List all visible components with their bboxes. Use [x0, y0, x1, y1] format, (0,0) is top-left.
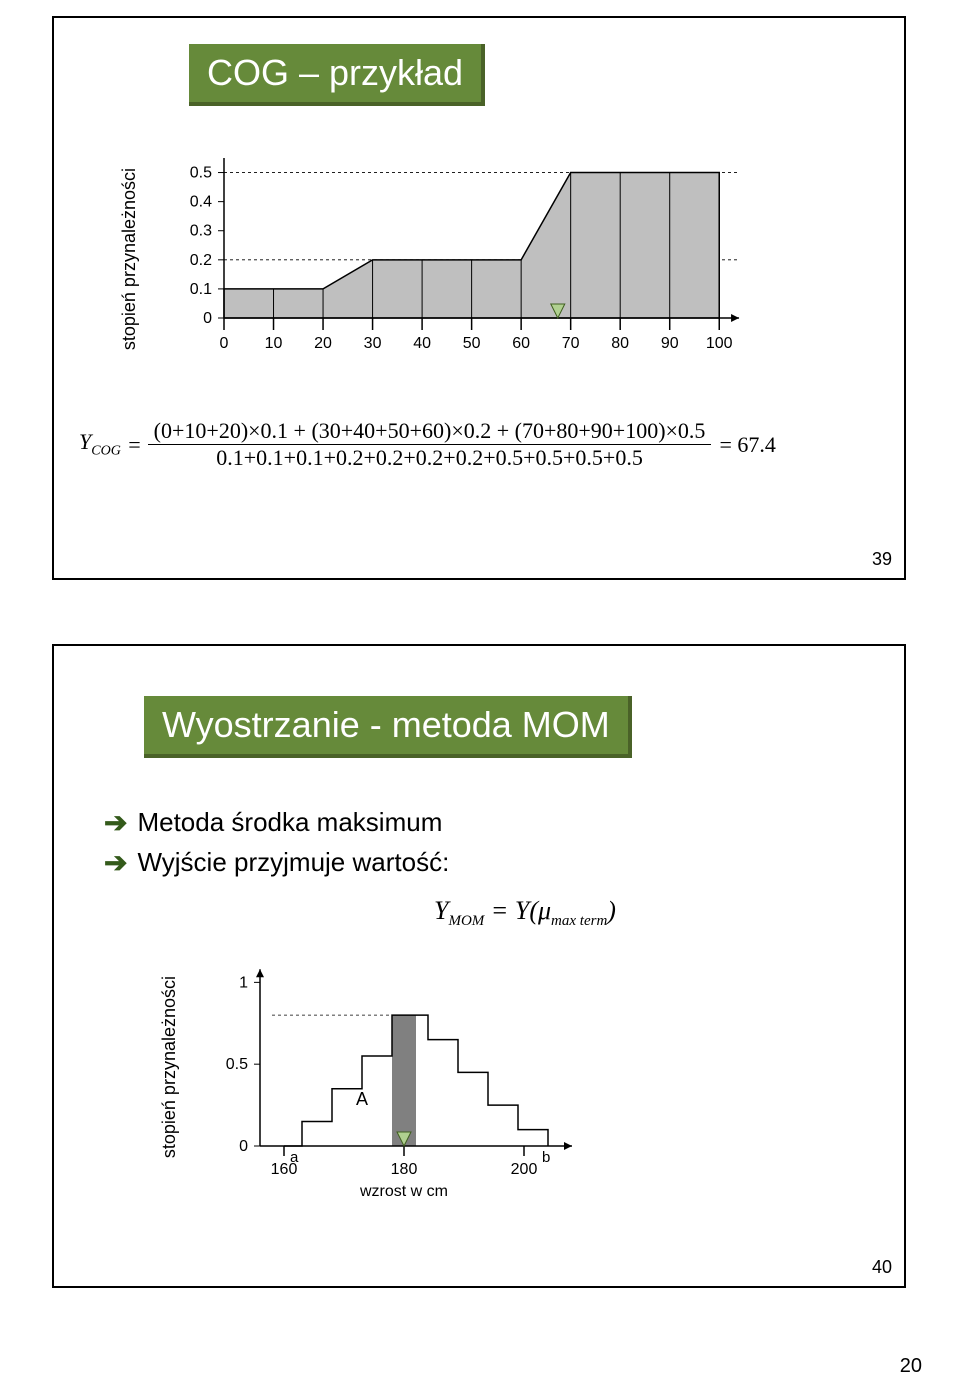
y-axis-label-2: stopień przynależności: [159, 976, 180, 1158]
svg-text:40: 40: [413, 335, 431, 352]
svg-text:0.5: 0.5: [226, 1056, 248, 1073]
chart-cog: 0.5 0.4 0.3 0.2 0.1 00 10 20 30 40 50 60 70 80 90 100: [154, 138, 794, 378]
f2-eq: =: [491, 896, 515, 925]
svg-text:0.5: 0.5: [190, 165, 212, 182]
title-cog-text: COG – przykład: [207, 52, 463, 93]
svg-text:20: 20: [314, 335, 332, 352]
f2-lhs-var: Y: [434, 896, 448, 925]
f-lhs-var: Y: [79, 429, 91, 454]
svg-text:60: 60: [512, 335, 530, 352]
svg-text:0: 0: [203, 310, 212, 327]
svg-text:0.1: 0.1: [190, 281, 212, 298]
svg-text:0: 0: [239, 1138, 248, 1155]
svg-text:A: A: [356, 1089, 368, 1109]
title-mom: Wyostrzanie - metoda MOM: [144, 696, 632, 758]
svg-text:1: 1: [239, 974, 248, 991]
f-frac: (0+10+20)×0.1 + (30+40+50+60)×0.2 + (70+…: [148, 418, 712, 471]
slide-num-2: 40: [872, 1257, 892, 1278]
formula-mom: YMOM = Y(μmax term): [434, 896, 616, 930]
svg-text:50: 50: [463, 335, 481, 352]
f2-rhs-sub: max term: [551, 913, 607, 929]
svg-text:a: a: [290, 1149, 299, 1166]
f2-lhs-sub: MOM: [448, 913, 484, 929]
y-axis-label-1: stopień przynależności: [119, 168, 140, 350]
panel-mom: Wyostrzanie - metoda MOM ➔ Metoda środka…: [52, 644, 906, 1288]
f2-mu: μ: [538, 896, 551, 925]
chart-cog-container: stopień przynależności 0.50.40.30.20.100…: [154, 138, 794, 383]
svg-text:100: 100: [706, 335, 733, 352]
chart-mom-container: stopień przynależności 10.50160180200wzr…: [194, 936, 634, 1221]
f-den: 0.1+0.1+0.1+0.2+0.2+0.2+0.2+0.5+0.5+0.5+…: [148, 445, 712, 471]
svg-text:180: 180: [391, 1161, 418, 1178]
svg-text:0: 0: [220, 335, 229, 352]
bullet-2-text: Wyjście przyjmuje wartość:: [137, 847, 449, 878]
bullet-1: ➔ Metoda środka maksimum: [104, 806, 442, 839]
slide-num-1: 39: [872, 549, 892, 570]
title-mom-text: Wyostrzanie - metoda MOM: [162, 704, 610, 745]
formula-cog: YCOG = (0+10+20)×0.1 + (30+40+50+60)×0.2…: [79, 418, 776, 471]
svg-text:wzrost w cm: wzrost w cm: [359, 1183, 448, 1200]
svg-text:30: 30: [364, 335, 382, 352]
chart-mom: 10.50160180200wzrost w cmabA: [194, 936, 634, 1216]
svg-text:10: 10: [265, 335, 283, 352]
svg-text:70: 70: [562, 335, 580, 352]
f-result: = 67.4: [719, 432, 775, 458]
title-cog: COG – przykład: [189, 44, 485, 106]
svg-text:0.2: 0.2: [190, 252, 212, 269]
arrow-icon: ➔: [104, 806, 127, 839]
f-lhs-sub: COG: [91, 444, 121, 459]
svg-text:0.3: 0.3: [190, 223, 212, 240]
svg-text:0.4: 0.4: [190, 194, 212, 211]
f2-rhs-var: Y: [515, 896, 529, 925]
page-number: 20: [900, 1355, 922, 1378]
f-num: (0+10+20)×0.1 + (30+40+50+60)×0.2 + (70+…: [148, 418, 712, 445]
svg-text:200: 200: [511, 1161, 538, 1178]
svg-text:80: 80: [611, 335, 629, 352]
svg-text:b: b: [542, 1149, 550, 1166]
f-lhs: YCOG: [79, 429, 121, 459]
bullet-1-text: Metoda środka maksimum: [137, 807, 442, 838]
bullet-2: ➔ Wyjście przyjmuje wartość:: [104, 846, 449, 879]
svg-text:90: 90: [661, 335, 679, 352]
arrow-icon: ➔: [104, 846, 127, 879]
page: COG – przykład stopień przynależności 0.…: [0, 0, 960, 1398]
f-eq: =: [127, 432, 142, 458]
panel-cog: COG – przykład stopień przynależności 0.…: [52, 16, 906, 580]
